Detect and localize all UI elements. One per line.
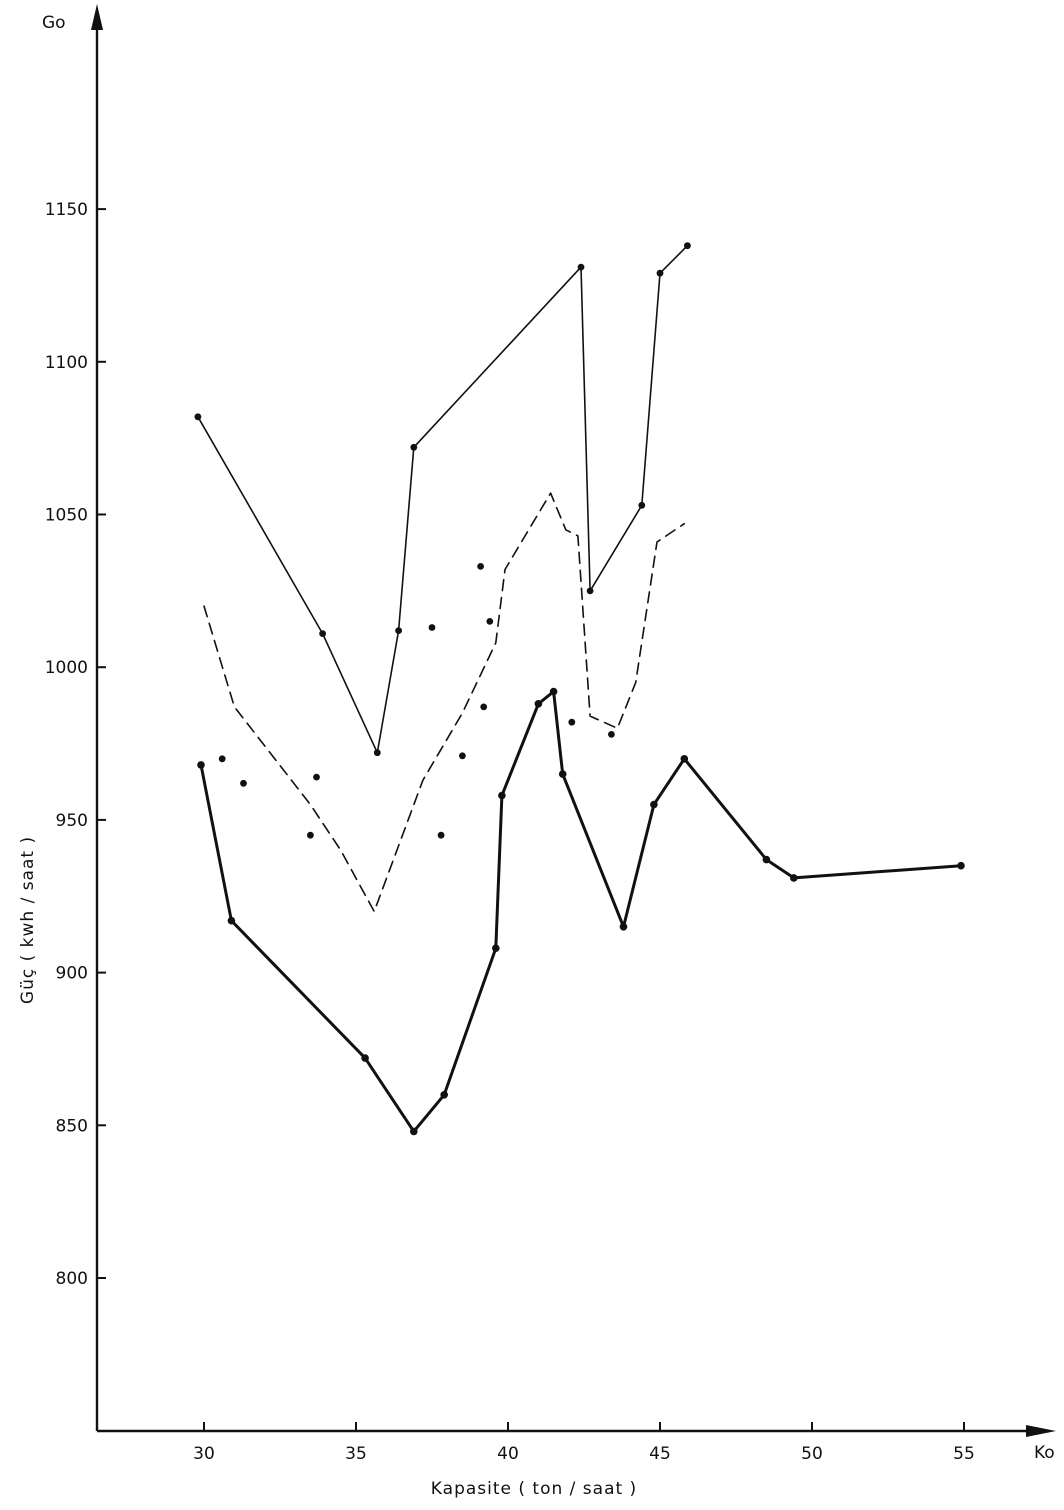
series-layer [194, 242, 965, 1136]
series-3-point-2 [227, 916, 236, 925]
series-1-point-5 [410, 443, 418, 451]
series-3-point-8 [534, 700, 543, 708]
series-1-point-3 [373, 749, 381, 757]
series-3-line [199, 690, 963, 1133]
series-1-point-9 [656, 269, 664, 277]
series-3-point-11 [619, 923, 628, 931]
series-4-point-10 [486, 618, 494, 625]
series-4-point-7 [459, 752, 466, 760]
y-tick-label-1050: 1050 [45, 506, 88, 526]
y-axis-title: Güç ( kwh / saat ) [18, 836, 38, 1004]
y-axis-end-label: Go [42, 13, 66, 33]
series-3-point-12 [650, 800, 658, 809]
series-4-point-8 [480, 703, 488, 711]
series-4-point-5 [428, 624, 436, 631]
series-1-point-4 [395, 627, 402, 634]
series-3-point-4 [410, 1127, 418, 1136]
x-tick-label-55: 55 [953, 1444, 975, 1464]
x-tick-label-30: 30 [193, 1444, 215, 1464]
series-1-point-7 [586, 587, 594, 595]
series-3-point-6 [492, 944, 500, 952]
series-1-thin-solid-markers [194, 242, 691, 757]
y-tick-label-1100: 1100 [45, 353, 88, 373]
series-4-point-6 [437, 831, 445, 839]
series-2-line [203, 492, 686, 913]
series-1-point-6 [577, 263, 585, 271]
series-4-point-9 [477, 563, 484, 570]
series-3-point-1 [197, 761, 205, 769]
x-axis-end-label: Ko [1034, 1443, 1055, 1463]
series-3-point-3 [361, 1054, 369, 1062]
y-axis-arrow [91, 4, 103, 30]
x-axis-title: Kapasite ( ton / saat ) [431, 1479, 637, 1499]
y-tick-label-950: 950 [56, 811, 88, 831]
y-ticks: 800 850 900 950 1000 1050 1100 1150 [45, 200, 106, 1289]
y-tick-label-900: 900 [56, 964, 88, 984]
series-4-point-11 [568, 718, 576, 726]
series-1-point-1 [194, 413, 202, 421]
series-3-point-10 [558, 770, 567, 778]
y-tick-label-1000: 1000 [45, 658, 88, 678]
series-1-point-8 [638, 501, 646, 509]
x-tick-label-50: 50 [801, 1444, 823, 1464]
series-3-point-13 [680, 755, 689, 763]
series-4-point-12 [608, 731, 615, 738]
y-tick-label-800: 800 [56, 1269, 88, 1289]
series-3-point-9 [549, 687, 558, 696]
x-axis-arrow [1026, 1425, 1056, 1437]
series-4-point-2 [240, 779, 247, 787]
series-4-point-3 [307, 831, 314, 839]
x-tick-label-40: 40 [497, 1444, 519, 1464]
series-2-dashed [203, 492, 686, 913]
series-3-point-5 [440, 1091, 449, 1099]
y-tick-label-850: 850 [56, 1116, 88, 1136]
y-tick-label-1150: 1150 [45, 200, 88, 220]
series-4-point-1 [218, 755, 226, 763]
x-tick-label-35: 35 [345, 1444, 367, 1464]
series-3-point-14 [762, 855, 771, 864]
series-3-point-15 [790, 874, 798, 882]
series-3-point-16 [957, 861, 965, 870]
series-4-scatter-dots [218, 563, 615, 839]
x-ticks: 30 35 40 45 50 55 [193, 1422, 975, 1464]
x-tick-label-45: 45 [649, 1444, 671, 1464]
series-4-point-4 [313, 773, 320, 781]
series-1-line [197, 244, 689, 754]
series-3-point-7 [498, 791, 506, 800]
series-1-point-10 [684, 242, 691, 250]
axes [91, 4, 1056, 1437]
series-3-thick-solid-markers [197, 687, 965, 1136]
series-1-point-2 [319, 630, 326, 637]
